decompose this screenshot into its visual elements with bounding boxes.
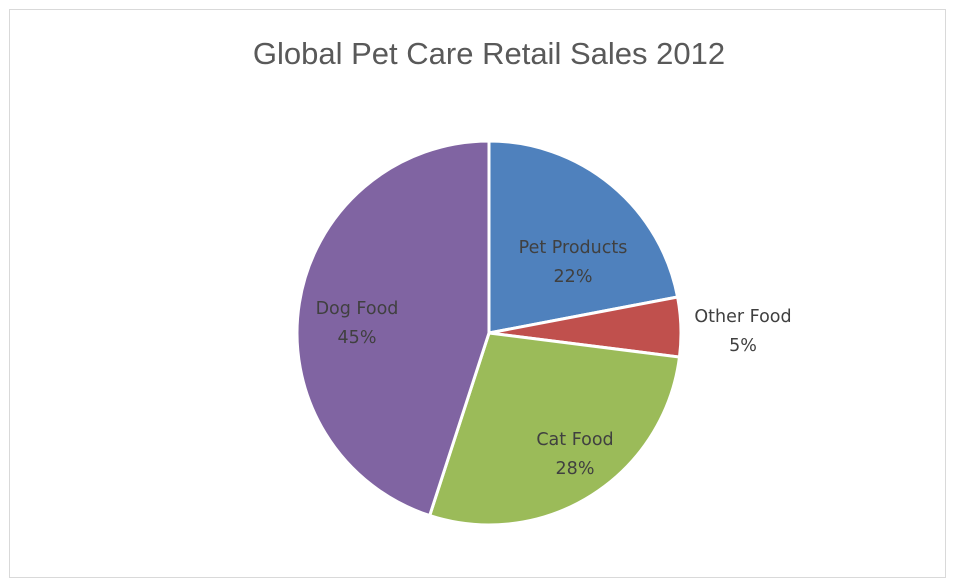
pie-slice-pet-products <box>487 139 680 335</box>
pie-slice-cat-food <box>428 331 681 527</box>
slice-label: Other Food <box>694 307 791 327</box>
slice-percent-label: 5% <box>729 336 757 356</box>
slice-label: Dog Food <box>316 299 399 319</box>
pie-slice-dog-food <box>295 139 491 518</box>
chart-title: Global Pet Care Retail Sales 2012 <box>252 36 726 71</box>
slice-label: Pet Products <box>519 238 628 258</box>
slice-percent-label: 45% <box>338 328 377 348</box>
slice-percent-label: 22% <box>554 267 593 287</box>
slice-percent-label: 28% <box>556 459 595 479</box>
slice-label: Cat Food <box>536 430 613 450</box>
